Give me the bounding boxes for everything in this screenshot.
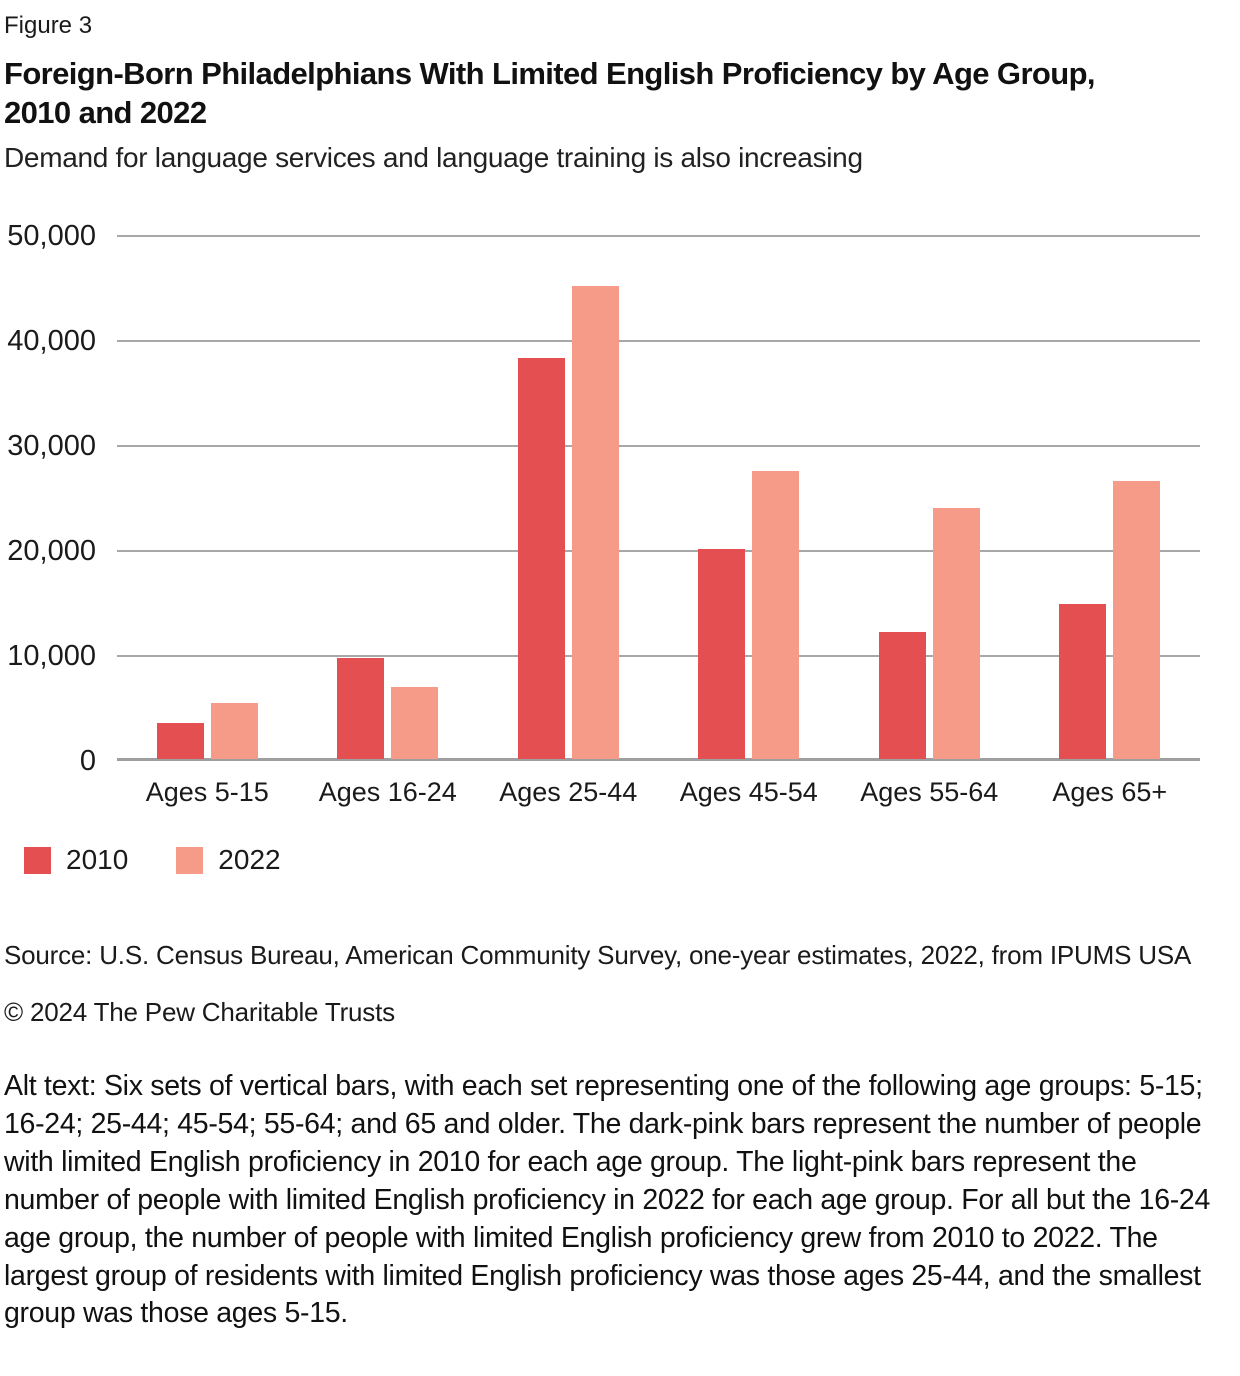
y-tick-label-10-000: 10,000 xyxy=(7,640,96,673)
x-axis-label-ages-16-24: Ages 16-24 xyxy=(318,777,457,808)
y-tick-label-30-000: 30,000 xyxy=(7,430,96,463)
bar-group-ages-5-15 xyxy=(117,236,298,760)
bar-group-ages-16-24 xyxy=(298,236,479,760)
bar-2022-ages-5-15 xyxy=(210,703,258,760)
chart-title: Foreign-Born Philadelphians With Limited… xyxy=(4,56,1096,131)
bar-group-ages-25-44 xyxy=(478,236,659,760)
legend-label-2022: 2022 xyxy=(218,844,281,876)
y-tick-label-20-000: 20,000 xyxy=(7,535,96,568)
bar-2010-ages-65plus xyxy=(1059,604,1107,760)
gridline-50000 xyxy=(117,235,1200,238)
gridline-30000 xyxy=(117,445,1200,448)
x-axis-labels: Ages 5-15 Ages 16-24 Ages 25-44 Ages 45-54 A… xyxy=(117,777,1200,808)
bar-2010-ages-25-44 xyxy=(517,358,565,760)
bar-2022-ages-55-64 xyxy=(932,508,980,760)
y-tick-label-0: 0 xyxy=(79,745,96,778)
copyright-line: © 2024 The Pew Charitable Trusts xyxy=(4,997,395,1028)
bar-2022-ages-65plus xyxy=(1113,481,1161,760)
x-axis-label-ages-25-44: Ages 25-44 xyxy=(499,777,638,808)
legend-item-2010: 2010 xyxy=(24,844,128,876)
x-axis-label-ages-5-15: Ages 5-15 xyxy=(145,777,269,808)
bar-2022-ages-16-24 xyxy=(391,687,439,760)
bar-2010-ages-45-54 xyxy=(698,549,746,760)
figure-label: Figure 3 xyxy=(4,12,93,39)
gridline-20000 xyxy=(117,550,1200,553)
bar-2022-ages-25-44 xyxy=(571,286,619,760)
bar-group-ages-65plus xyxy=(1020,236,1201,760)
bar-2022-ages-45-54 xyxy=(752,471,800,760)
x-axis-label-ages-45-54: Ages 45-54 xyxy=(679,777,818,808)
chart-subtitle: Demand for language services and languag… xyxy=(4,142,863,174)
x-axis-label-ages-55-64: Ages 55-64 xyxy=(860,777,999,808)
y-tick-label-40-000: 40,000 xyxy=(7,325,96,358)
alt-text-paragraph: Alt text: Six sets of vertical bars, wit… xyxy=(4,1070,1211,1330)
legend-swatch-2010-icon xyxy=(24,846,51,874)
bar-group-ages-45-54 xyxy=(659,236,840,760)
source-line: Source: U.S. Census Bureau, American Com… xyxy=(4,940,1192,971)
bar-group-ages-55-64 xyxy=(839,236,1020,760)
legend-swatch-2022-icon xyxy=(176,846,204,874)
legend: 2010 2022 xyxy=(24,844,1212,876)
bar-groups xyxy=(117,236,1201,760)
bar-2010-ages-16-24 xyxy=(337,658,385,760)
chart-region: 0 10,000 20,000 30,000 40,000 50,000 xyxy=(4,221,1212,776)
x-axis-label-ages-65plus: Ages 65+ xyxy=(1052,777,1168,808)
y-tick-label-50-000: 50,000 xyxy=(7,220,96,253)
gridline-40000 xyxy=(117,340,1200,343)
bar-2010-ages-55-64 xyxy=(878,632,926,760)
bar-2010-ages-5-15 xyxy=(156,723,204,760)
legend-item-2022: 2022 xyxy=(176,844,281,876)
plot-area xyxy=(117,235,1201,762)
gridline-10000 xyxy=(117,655,1200,658)
x-axis-line xyxy=(117,758,1200,762)
legend-label-2010: 2010 xyxy=(66,844,129,876)
